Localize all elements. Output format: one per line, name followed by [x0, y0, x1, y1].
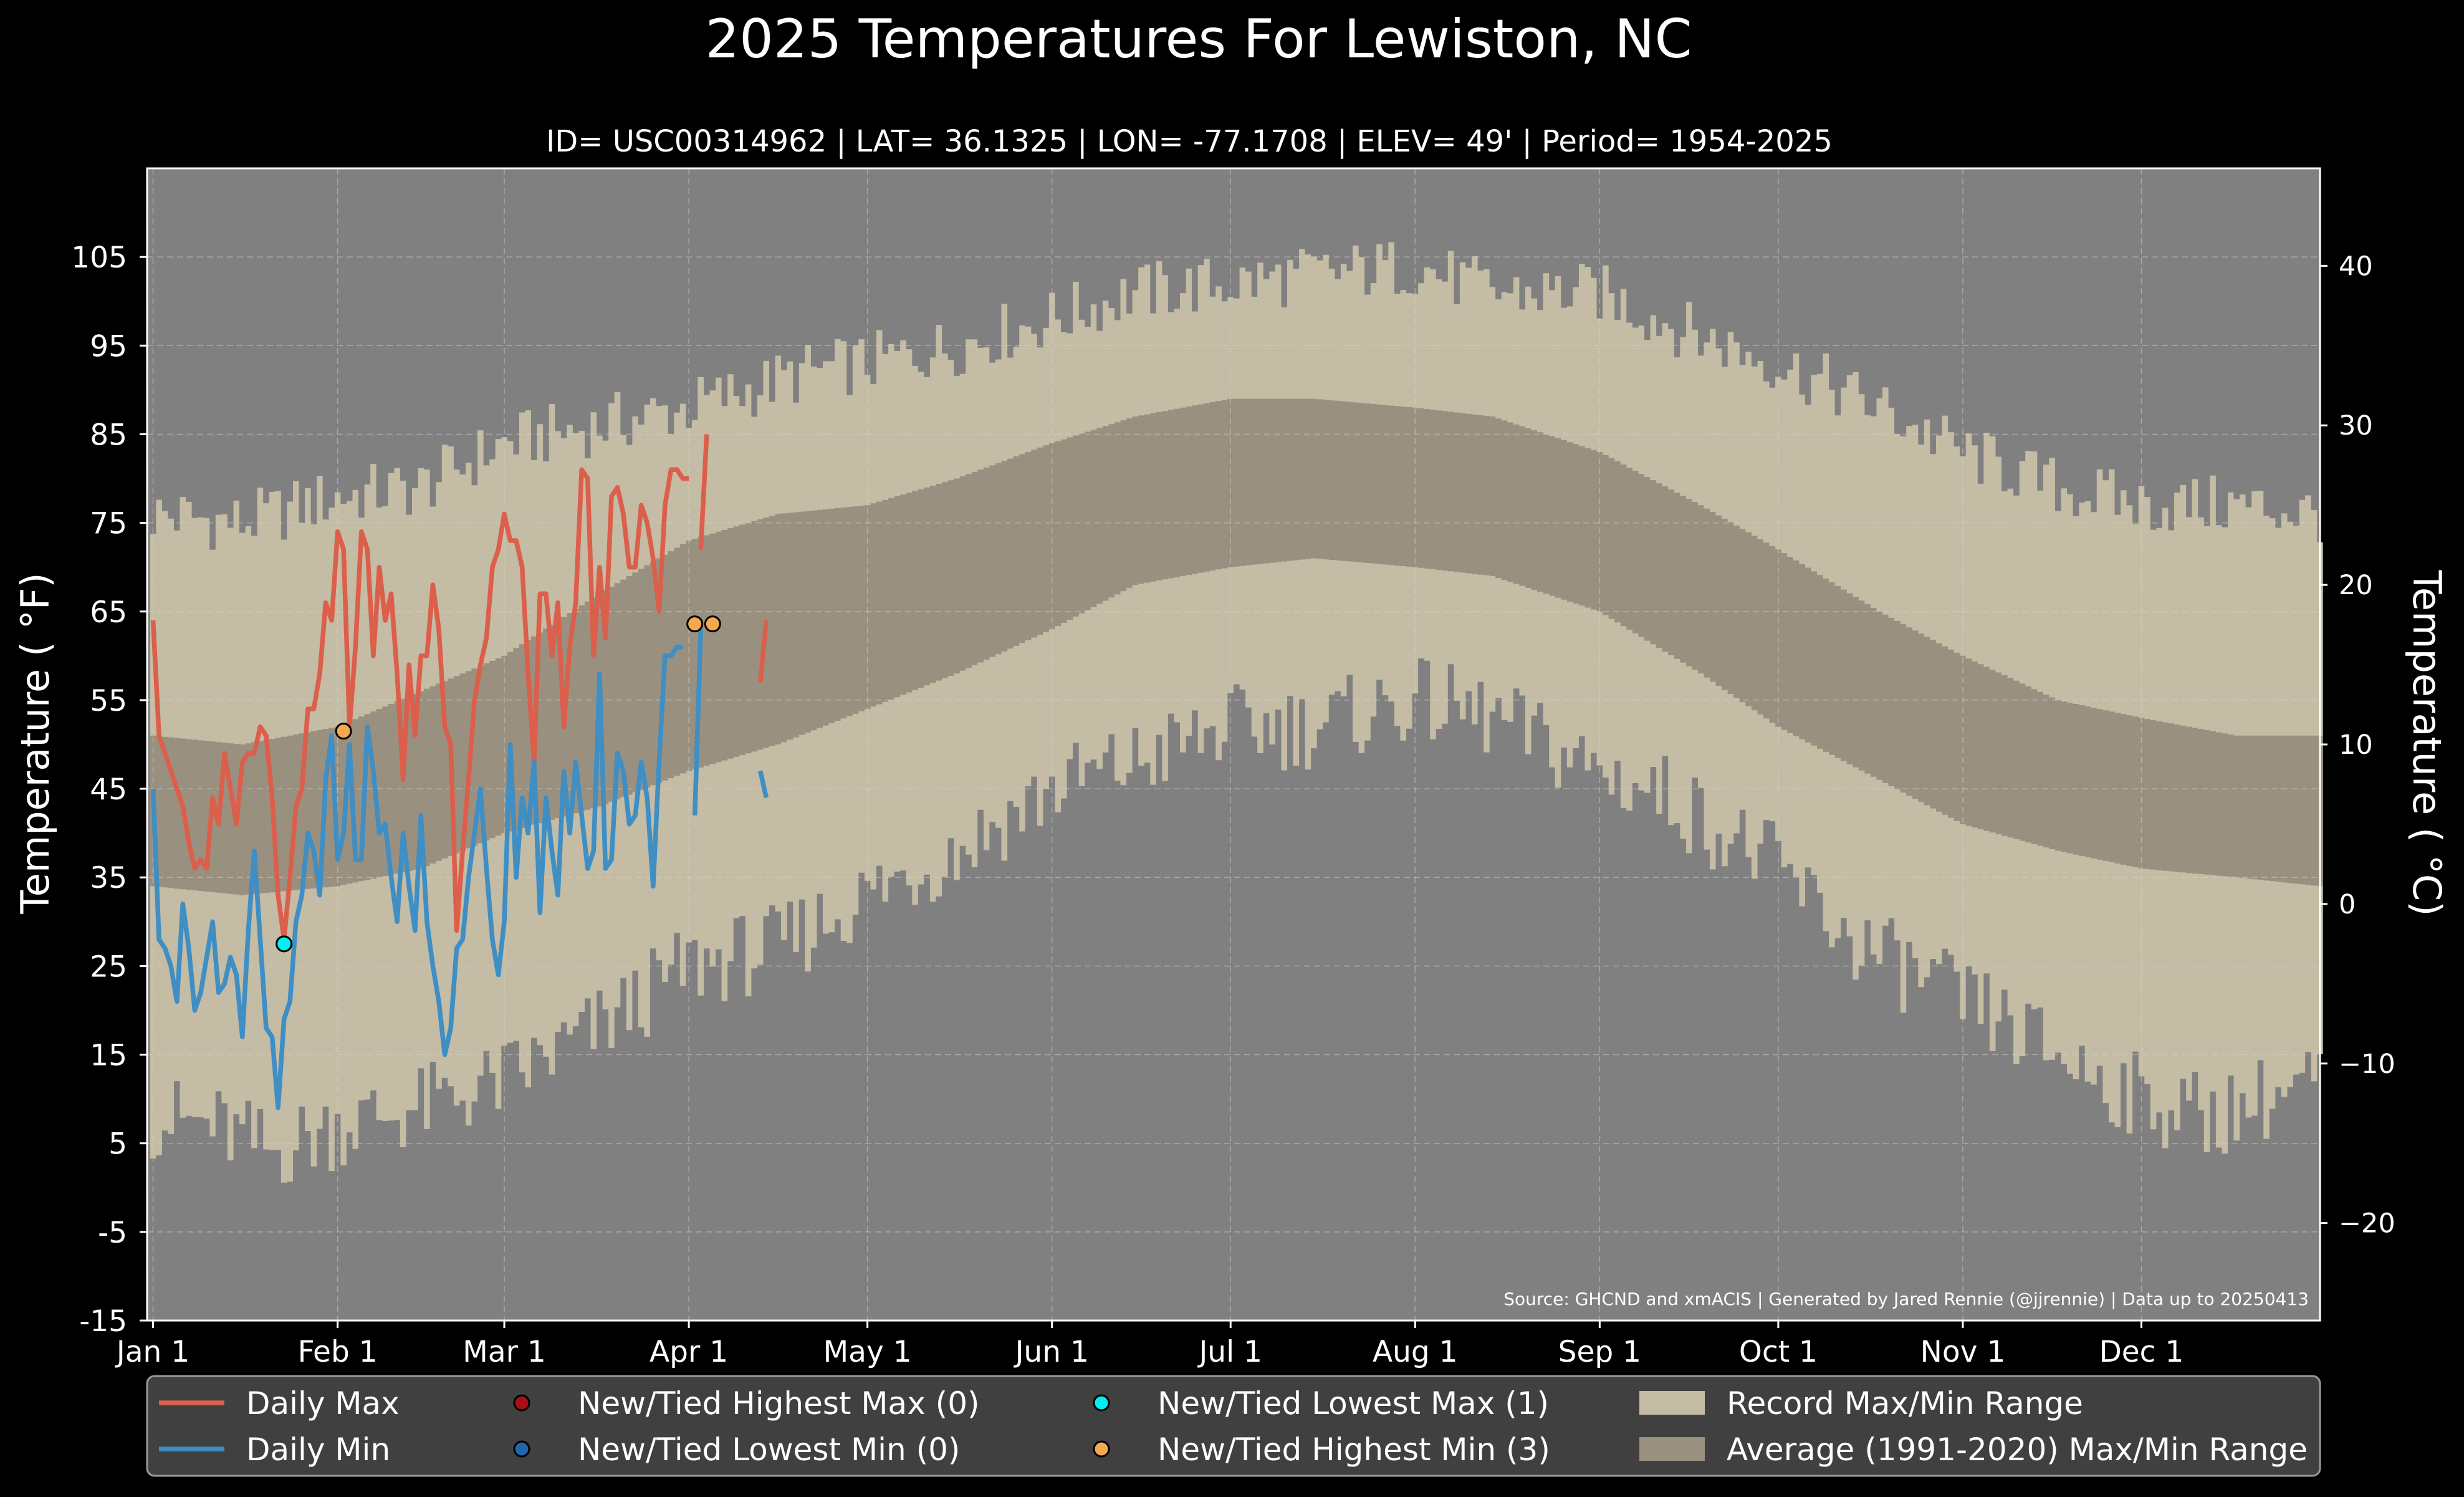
y-tick-label-left: 5 — [108, 1127, 127, 1162]
daily-min-line — [150, 644, 683, 1110]
legend-label: New/Tied Lowest Min (0) — [578, 1432, 960, 1468]
legend-label: Average (1991-2020) Max/Min Range — [1727, 1432, 2308, 1468]
x-tick-label: Nov 1 — [1920, 1335, 2006, 1369]
y-axis-left-label: Temperature ( °F) — [12, 572, 58, 914]
legend-swatch-new-tied-lowest-min-0 — [513, 1440, 530, 1458]
chart-subtitle: ID= USC00314962 | LAT= 36.1325 | LON= -7… — [546, 124, 1833, 159]
x-tick-label: Jun 1 — [1014, 1335, 1089, 1369]
record-marker — [704, 615, 721, 633]
y-tick-label-left: 85 — [90, 418, 127, 452]
legend: Daily Max Daily Min New/Tied Highest Max (… — [146, 1375, 2321, 1477]
x-tick-label: Apr 1 — [650, 1335, 728, 1369]
legend-label: Daily Max — [246, 1385, 400, 1422]
x-tick-label: Aug 1 — [1373, 1335, 1458, 1369]
legend-label: Record Max/Min Range — [1727, 1385, 2083, 1422]
y-tick-label-right: −10 — [2339, 1049, 2395, 1080]
record-marker — [335, 723, 352, 740]
legend-swatch-new-tied-highest-max-0 — [513, 1394, 530, 1412]
record-markers — [276, 615, 721, 953]
x-tick-label: Jan 1 — [115, 1335, 189, 1369]
record-marker — [276, 935, 293, 953]
y-tick-label-right: −20 — [2339, 1208, 2395, 1239]
daily-max-line — [757, 620, 769, 683]
y-tick-label-left: 75 — [90, 507, 127, 541]
y-tick-label-left: 25 — [90, 950, 127, 984]
y-tick-label-right: 40 — [2339, 251, 2373, 282]
daily-min-line — [692, 629, 703, 816]
x-tick-label: Dec 1 — [2099, 1335, 2184, 1369]
y-tick-label-left: 95 — [90, 329, 127, 363]
legend-swatch-new-tied-lowest-max-1 — [1093, 1394, 1110, 1412]
data-series — [150, 434, 769, 1110]
source-note: Source: GHCND and xmACIS | Generated by … — [1503, 1289, 2309, 1309]
legend-box — [146, 1375, 2321, 1477]
chart-title: 2025 Temperatures For Lewiston, NC — [705, 8, 1692, 70]
legend-label: New/Tied Lowest Max (1) — [1158, 1385, 1549, 1422]
y-tick-label-right: 30 — [2339, 410, 2373, 441]
x-tick-label: Mar 1 — [463, 1335, 546, 1369]
daily-max-line — [150, 467, 689, 942]
x-tick-label: Jul 1 — [1197, 1335, 1262, 1369]
y-tick-label-left: 55 — [90, 684, 127, 718]
legend-label: Daily Min — [246, 1432, 390, 1468]
x-tick-label: Sep 1 — [1558, 1335, 1641, 1369]
y-tick-label-left: 15 — [90, 1039, 127, 1073]
y-tick-label-left: 105 — [71, 241, 127, 275]
daily-min-line — [758, 770, 769, 799]
y-axis-right-label: Temperature ( °C) — [2404, 570, 2450, 917]
x-tick-label: Feb 1 — [298, 1335, 378, 1369]
y-tick-label-left: 65 — [90, 595, 127, 630]
legend-swatch-record-max-min-range — [1639, 1391, 1705, 1415]
x-tick-label: Oct 1 — [1739, 1335, 1818, 1369]
legend-swatch-new-tied-highest-min-3 — [1093, 1440, 1110, 1458]
y-tick-label-left: 45 — [90, 773, 127, 807]
y-tick-label-left: -15 — [79, 1304, 127, 1339]
y-axis-right: −20 −10 0 10 20 30 40 — [2320, 251, 2395, 1239]
record-range-band — [150, 242, 2323, 1183]
y-tick-label-right: 20 — [2339, 570, 2373, 601]
x-tick-label: May 1 — [823, 1335, 912, 1369]
y-tick-label-left: 35 — [90, 861, 127, 895]
record-marker — [686, 615, 704, 633]
y-tick-label-left: -5 — [98, 1216, 127, 1250]
y-tick-label-right: 10 — [2339, 729, 2373, 761]
y-axis-left: -15 -5 5 15 25 35 45 55 65 75 85 95 105 — [71, 241, 147, 1339]
legend-label: New/Tied Highest Max (0) — [578, 1385, 980, 1422]
plot-area — [147, 168, 2323, 1321]
x-axis: Jan 1 Feb 1 Mar 1 Apr 1 May 1 Jun 1 Jul 1 Aug 1… — [115, 1321, 2184, 1369]
normal-range-band — [150, 398, 2323, 895]
legend-label: New/Tied Highest Min (3) — [1158, 1432, 1550, 1468]
legend-swatch-average-1991-2020-max-min-range — [1639, 1437, 1705, 1461]
daily-max-line — [698, 434, 709, 550]
y-tick-label-right: 0 — [2339, 889, 2356, 920]
